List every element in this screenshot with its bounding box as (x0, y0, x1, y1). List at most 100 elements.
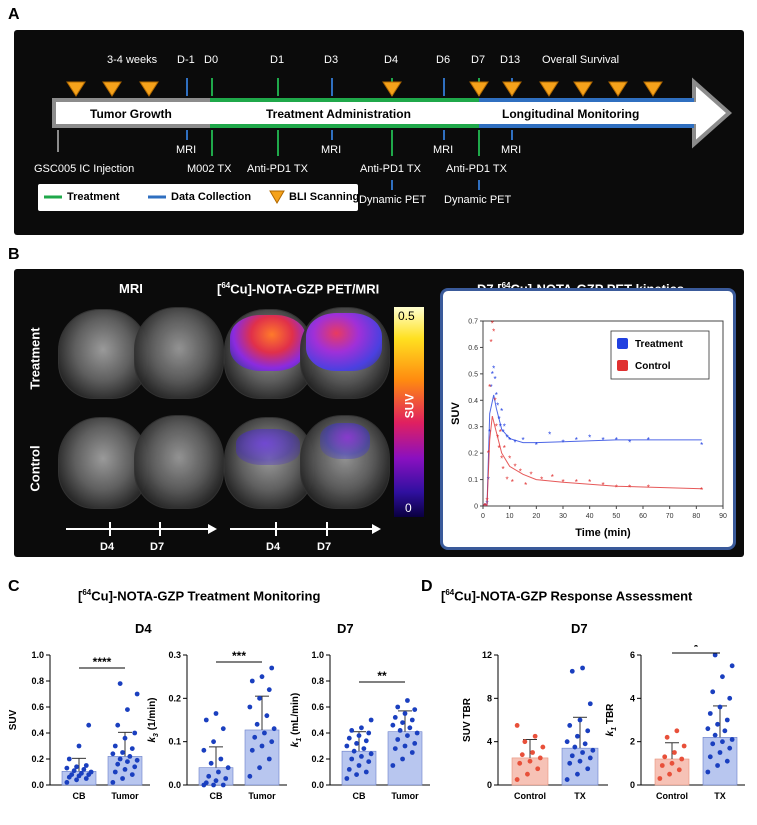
data-point-tx (729, 737, 735, 742)
data-point-tx (724, 758, 730, 764)
bli-triangle (469, 81, 489, 97)
data-point-tx (710, 689, 716, 695)
pet-overlay-treatment-d4 (230, 315, 306, 371)
y-tick-label: 0.6 (311, 702, 324, 712)
data-point-tx (564, 739, 570, 745)
data-point-control (674, 728, 680, 734)
significance-stars: * (694, 645, 699, 654)
y-tick-label: 0.0 (168, 780, 181, 790)
kinetics-xtick-label: 90 (719, 513, 727, 520)
data-point-cb (346, 735, 352, 741)
data-point-cb (361, 746, 367, 751)
kinetics-point-control: * (508, 454, 511, 463)
data-point-tumor (125, 759, 130, 764)
kinetics-fit-line-treatment (486, 394, 702, 507)
mri-brain-control-d7 (134, 415, 224, 509)
data-point-cb (203, 780, 209, 786)
data-point-tumor (122, 767, 128, 772)
data-point-control (657, 776, 663, 781)
data-point-tx (577, 717, 583, 723)
data-point-tx (587, 755, 593, 761)
kinetics-xtick-label: 80 (692, 513, 700, 520)
data-point-tumor (132, 764, 138, 770)
legend-bli-label: BLI Scanning (289, 191, 360, 203)
data-point-cb (220, 726, 226, 732)
section-c-subtitle-d4: D4 (135, 621, 152, 636)
data-point-tumor (400, 720, 405, 725)
category-label: CB (73, 791, 86, 801)
panel-label-a: A (8, 6, 20, 23)
kinetics-ytick-label: 0.6 (468, 345, 478, 352)
kinetics-point-treatment: * (521, 436, 524, 445)
bar-chart-suv: 0.0 0.2 0.4 0.6 0.8 1.0 SUV CB Tumor **** (8, 650, 150, 801)
data-point-tumor (115, 722, 121, 728)
label-dynamic-pet-d4: Dynamic PET (359, 194, 427, 206)
kinetics-point-treatment: * (483, 502, 486, 511)
kinetics-point-control: * (519, 468, 522, 477)
kinetics-point-treatment: * (601, 436, 604, 445)
kinetics-point-control: * (496, 433, 499, 442)
data-point-cb (216, 769, 221, 775)
data-point-cb (354, 772, 359, 777)
bar-cb (198, 767, 234, 786)
data-point-tumor (115, 761, 121, 767)
kinetics-ytick-label: 0.3 (468, 424, 478, 431)
data-point-tumor (402, 711, 408, 716)
data-point-cb (363, 738, 369, 744)
bar-chart-k3: 0.0 0.1 0.2 0.3 k3 (1/min) CB Tumor *** (147, 649, 287, 801)
category-label: CB (210, 791, 223, 801)
y-tick-label: 12 (482, 650, 492, 660)
data-point-cb (223, 776, 229, 781)
category-label: CB (353, 791, 366, 801)
bli-triangle (382, 81, 402, 97)
data-point-tumor (259, 743, 265, 749)
y-tick-label: 2 (630, 737, 635, 747)
bar-chart-k1: 0.0 0.2 0.4 0.6 0.8 1.0 k1 (mL/min) CB Tumor ** (290, 650, 430, 801)
data-point-control (664, 734, 670, 740)
kinetics-point-control: * (485, 497, 488, 506)
data-point-control (659, 763, 665, 768)
data-point-tumor (405, 733, 410, 738)
kinetics-xlabel: Time (min) (575, 527, 631, 539)
data-point-cb (83, 776, 89, 781)
data-point-tumor (257, 765, 262, 771)
kinetics-point-control: * (492, 328, 495, 337)
kinetics-point-control: * (489, 338, 492, 347)
data-point-cb (366, 759, 372, 764)
data-point-control (672, 750, 677, 755)
y-tick-label: 0.8 (311, 676, 324, 686)
legend-treatment-label: Treatment (67, 191, 120, 203)
kinetics-fit-line-control (486, 415, 702, 507)
data-point-tx (582, 741, 588, 747)
data-point-tumor (129, 772, 135, 777)
data-point-tumor (390, 763, 396, 768)
data-point-cb (88, 769, 94, 775)
data-point-control (681, 743, 687, 749)
data-point-tx (724, 717, 730, 723)
data-point-tx (717, 750, 723, 755)
y-tick-label: 0.2 (31, 754, 44, 764)
kinetics-axes-box (482, 320, 724, 507)
data-point-tx (580, 665, 585, 671)
row-label-control: Control (27, 445, 43, 492)
timeline-graphic (52, 77, 733, 190)
data-point-cb (201, 747, 207, 753)
label-d13: D13 (500, 54, 521, 66)
kinetics-xtick-label: 10 (506, 513, 514, 520)
kinetics-point-treatment: * (548, 431, 551, 440)
data-point-control (532, 733, 538, 739)
data-point-cb (356, 733, 362, 738)
time-arrowhead-mri (208, 524, 217, 534)
kinetics-xtick-label: 70 (666, 513, 674, 520)
kinetics-point-treatment: * (500, 407, 503, 416)
data-point-tx (567, 760, 573, 766)
kinetics-point-control: * (601, 481, 604, 490)
y-tick-label: 0.6 (31, 702, 44, 712)
data-point-control (535, 766, 541, 772)
y-axis-label: k1 TBR (605, 703, 618, 737)
data-point-tx (707, 754, 713, 760)
data-point-tx (712, 732, 718, 738)
kinetics-point-control: * (588, 478, 591, 487)
data-point-tx (569, 668, 575, 674)
data-point-tumor (112, 743, 118, 749)
